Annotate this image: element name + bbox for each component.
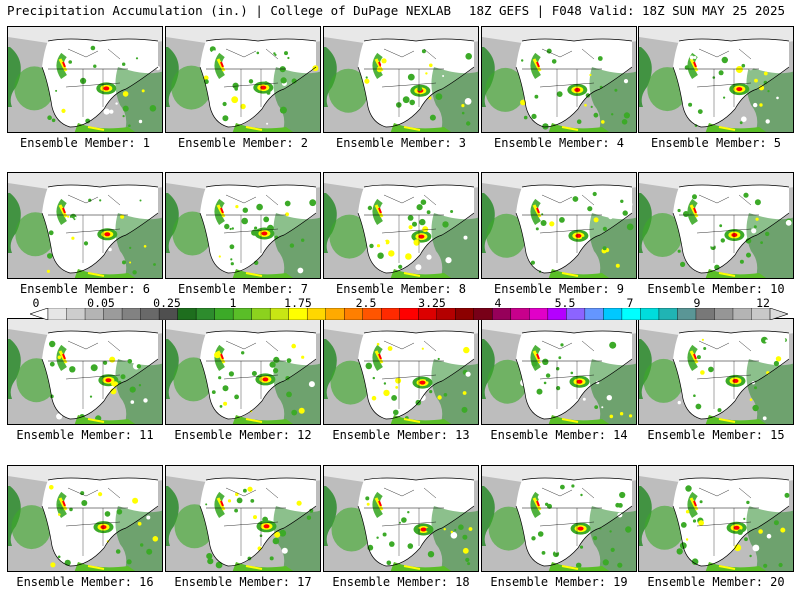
precipitation-map xyxy=(481,26,637,133)
colorbar-bin xyxy=(47,308,68,320)
ensemble-member-label: Ensemble Member: 10 xyxy=(647,282,785,296)
colorbar-tick-label: 1.75 xyxy=(284,296,312,310)
colorbar-max-triangle xyxy=(769,308,788,320)
precipitation-map xyxy=(7,465,163,572)
precipitation-map xyxy=(323,172,479,279)
colorbar-tick-label: 9 xyxy=(693,296,701,310)
precipitation-map xyxy=(7,172,163,279)
page-title: Precipitation Accumulation (in.) | Colle… xyxy=(7,3,452,18)
colorbar-bin xyxy=(584,308,604,320)
ensemble-member-label: Ensemble Member: 15 xyxy=(647,428,785,442)
colorbar-bin xyxy=(603,308,623,320)
colorbar-tick-label: 0.05 xyxy=(87,296,115,310)
ensemble-member-panel: Ensemble Member: 4 xyxy=(481,26,637,150)
ensemble-member-label: Ensemble Member: 18 xyxy=(332,575,470,589)
ensemble-member-label: Ensemble Member: 11 xyxy=(16,428,154,442)
colorbar-bin xyxy=(195,308,216,320)
colorbar-tick-label: 3.25 xyxy=(418,296,446,310)
colorbar-bin xyxy=(732,308,752,320)
ensemble-member-panel: Ensemble Member: 3 xyxy=(323,26,479,150)
colorbar-tick-label: 0 xyxy=(32,296,40,310)
colorbar-tick-label: 5.5 xyxy=(554,296,576,310)
colorbar-bin xyxy=(640,308,660,320)
precipitation-map xyxy=(481,172,637,279)
precipitation-map xyxy=(165,26,321,133)
colorbar-bin xyxy=(251,308,271,320)
ensemble-member-panel: Ensemble Member: 2 xyxy=(165,26,321,150)
precipitation-map xyxy=(323,26,479,133)
ensemble-member-label: Ensemble Member: 14 xyxy=(490,428,628,442)
ensemble-member-panel: Ensemble Member: 13 xyxy=(323,318,479,442)
ensemble-member-panel: Ensemble Member: 16 xyxy=(7,465,163,589)
precipitation-map xyxy=(165,318,321,425)
colorbar-bin xyxy=(455,308,475,320)
colorbar-tick-label: 12 xyxy=(756,296,770,310)
precipitation-map xyxy=(481,465,637,572)
ensemble-member-label: Ensemble Member: 2 xyxy=(177,136,309,150)
colorbar-bin xyxy=(325,308,345,320)
ensemble-member-label: Ensemble Member: 5 xyxy=(650,136,782,150)
colorbar-bin xyxy=(121,308,142,320)
colorbar-tick-label: 0.25 xyxy=(153,296,181,310)
ensemble-member-label: Ensemble Member: 6 xyxy=(19,282,151,296)
precipitation-map xyxy=(323,318,479,425)
run-info: 18Z GEFS | F048 Valid: 18Z SUN MAY 25 20… xyxy=(468,3,785,18)
colorbar-bin xyxy=(473,308,493,320)
ensemble-member-panel: Ensemble Member: 1 xyxy=(7,26,163,150)
colorbar-tick-label: 2.5 xyxy=(355,296,377,310)
colorbar-bin xyxy=(529,308,549,320)
ensemble-member-panel: Ensemble Member: 7 xyxy=(165,172,321,296)
ensemble-member-panel: Ensemble Member: 17 xyxy=(165,465,321,589)
ensemble-member-panel: Ensemble Member: 11 xyxy=(7,318,163,442)
precipitation-map xyxy=(481,318,637,425)
ensemble-member-label: Ensemble Member: 8 xyxy=(335,282,467,296)
precipitation-map xyxy=(323,465,479,572)
ensemble-member-label: Ensemble Member: 13 xyxy=(332,428,470,442)
precipitation-map xyxy=(165,465,321,572)
colorbar-bin xyxy=(658,308,678,320)
ensemble-member-label: Ensemble Member: 19 xyxy=(490,575,628,589)
precipitation-map xyxy=(165,172,321,279)
ensemble-member-label: Ensemble Member: 4 xyxy=(493,136,625,150)
ensemble-member-panel: Ensemble Member: 20 xyxy=(638,465,794,589)
colorbar-bin xyxy=(714,308,734,320)
ensemble-member-label: Ensemble Member: 16 xyxy=(16,575,154,589)
ensemble-member-label: Ensemble Member: 17 xyxy=(174,575,312,589)
ensemble-member-panel: Ensemble Member: 9 xyxy=(481,172,637,296)
ensemble-member-panel: Ensemble Member: 6 xyxy=(7,172,163,296)
ensemble-member-label: Ensemble Member: 1 xyxy=(19,136,151,150)
ensemble-member-panel: Ensemble Member: 10 xyxy=(638,172,794,296)
colorbar-bin xyxy=(510,308,530,320)
ensemble-member-panel: Ensemble Member: 15 xyxy=(638,318,794,442)
colorbar-tick-label: 7 xyxy=(626,296,634,310)
ensemble-member-panel: Ensemble Member: 5 xyxy=(638,26,794,150)
ensemble-member-panel: Ensemble Member: 8 xyxy=(323,172,479,296)
ensemble-member-label: Ensemble Member: 20 xyxy=(647,575,785,589)
ensemble-member-panel: Ensemble Member: 18 xyxy=(323,465,479,589)
ensemble-member-panel: Ensemble Member: 19 xyxy=(481,465,637,589)
colorbar-tick-label: 4 xyxy=(494,296,502,310)
ensemble-member-panel: Ensemble Member: 14 xyxy=(481,318,637,442)
colorbar-tick-label: 1 xyxy=(229,296,237,310)
precipitation-map xyxy=(638,26,794,133)
precipitation-map xyxy=(638,318,794,425)
ensemble-member-panel: Ensemble Member: 12 xyxy=(165,318,321,442)
colorbar-bin xyxy=(66,308,86,320)
colorbar-bin xyxy=(399,308,419,320)
ensemble-member-label: Ensemble Member: 3 xyxy=(335,136,467,150)
ensemble-member-label: Ensemble Member: 7 xyxy=(177,282,309,296)
precipitation-map xyxy=(638,465,794,572)
ensemble-member-label: Ensemble Member: 9 xyxy=(493,282,625,296)
precipitation-map xyxy=(7,26,163,133)
ensemble-member-label: Ensemble Member: 12 xyxy=(174,428,312,442)
precipitation-map xyxy=(638,172,794,279)
colorbar-bin xyxy=(381,308,401,320)
precipitation-colorbar xyxy=(30,308,788,320)
precipitation-map xyxy=(7,318,163,425)
